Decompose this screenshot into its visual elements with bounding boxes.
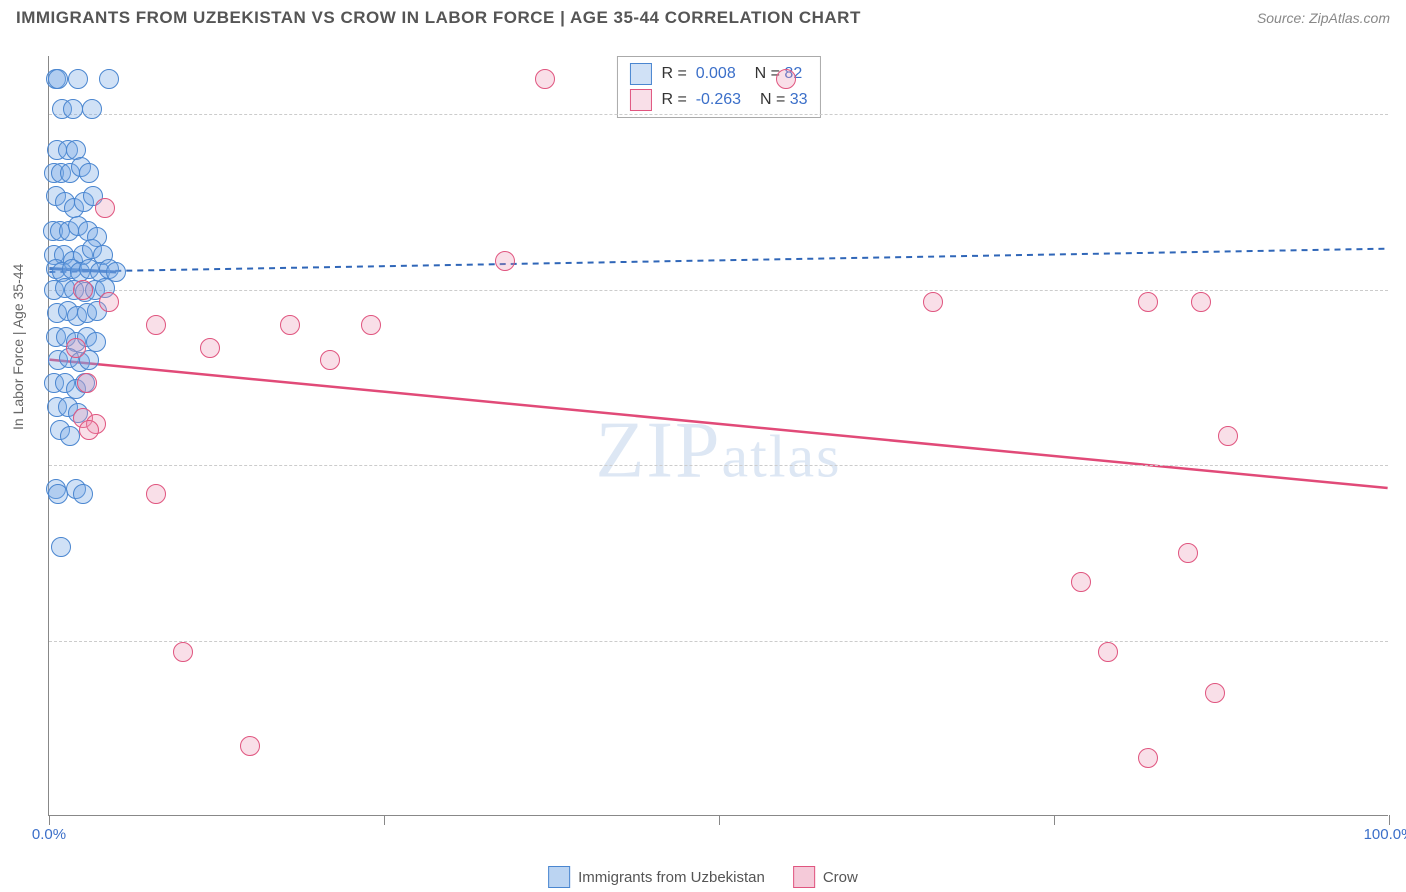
data-point <box>51 537 71 557</box>
data-point <box>82 99 102 119</box>
data-point <box>1218 426 1238 446</box>
x-tick <box>719 815 720 825</box>
gridline-h <box>49 465 1388 466</box>
data-point <box>60 426 80 446</box>
x-tick <box>1389 815 1390 825</box>
data-point <box>776 69 796 89</box>
data-point <box>48 69 68 89</box>
data-point <box>66 338 86 358</box>
data-point <box>146 315 166 335</box>
gridline-h <box>49 290 1388 291</box>
header: IMMIGRANTS FROM UZBEKISTAN VS CROW IN LA… <box>0 0 1406 32</box>
data-point <box>535 69 555 89</box>
data-point <box>73 484 93 504</box>
data-point <box>48 484 68 504</box>
legend-row: R = -0.263 N = 33 <box>629 87 807 113</box>
data-point <box>79 163 99 183</box>
trend-lines <box>49 56 1388 815</box>
x-tick <box>384 815 385 825</box>
x-tick-label: 0.0% <box>32 826 66 843</box>
data-point <box>1138 292 1158 312</box>
data-point <box>95 198 115 218</box>
data-point <box>1191 292 1211 312</box>
data-point <box>1098 642 1118 662</box>
gridline-h <box>49 114 1388 115</box>
y-axis-label: In Labor Force | Age 35-44 <box>10 264 26 430</box>
scatter-chart: ZIPatlas R = 0.008 N = 82R = -0.263 N = … <box>48 56 1388 816</box>
x-tick <box>49 815 50 825</box>
n-label: N = 33 <box>751 91 807 109</box>
page-title: IMMIGRANTS FROM UZBEKISTAN VS CROW IN LA… <box>16 8 861 28</box>
data-point <box>77 373 97 393</box>
data-point <box>99 292 119 312</box>
data-point <box>1071 572 1091 592</box>
data-point <box>1205 683 1225 703</box>
data-point <box>923 292 943 312</box>
data-point <box>1138 748 1158 768</box>
data-point <box>68 69 88 89</box>
data-point <box>173 642 193 662</box>
legend-item: Crow <box>793 866 858 888</box>
data-point <box>495 251 515 271</box>
data-point <box>240 736 260 756</box>
series-legend: Immigrants from Uzbekistan Crow <box>548 866 858 888</box>
legend-swatch <box>629 63 651 85</box>
r-label: R = -0.263 <box>661 91 741 109</box>
data-point <box>79 420 99 440</box>
legend-label: Immigrants from Uzbekistan <box>578 869 765 886</box>
data-point <box>146 484 166 504</box>
legend-swatch <box>629 89 651 111</box>
legend-swatch <box>548 866 570 888</box>
data-point <box>200 338 220 358</box>
data-point <box>73 280 93 300</box>
data-point <box>63 99 83 119</box>
r-label: R = 0.008 <box>661 65 735 83</box>
data-point <box>361 315 381 335</box>
data-point <box>320 350 340 370</box>
gridline-h <box>49 641 1388 642</box>
data-point <box>1178 543 1198 563</box>
x-tick-label: 100.0% <box>1364 826 1406 843</box>
legend-swatch <box>793 866 815 888</box>
x-tick <box>1054 815 1055 825</box>
watermark: ZIPatlas <box>596 405 842 496</box>
data-point <box>280 315 300 335</box>
legend-item: Immigrants from Uzbekistan <box>548 866 765 888</box>
legend-label: Crow <box>823 869 858 886</box>
data-point <box>99 69 119 89</box>
source-label: Source: ZipAtlas.com <box>1257 10 1390 26</box>
